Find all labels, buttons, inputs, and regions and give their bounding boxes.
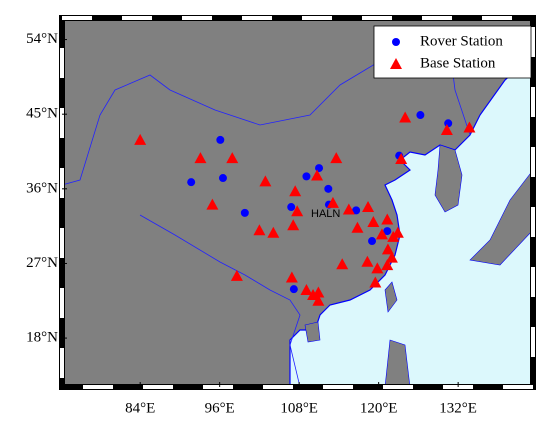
station bbox=[367, 215, 380, 227]
y-tick-label: 27°N bbox=[26, 255, 58, 271]
station bbox=[312, 294, 325, 306]
station bbox=[312, 286, 325, 298]
x-tick-label: 108°E bbox=[280, 400, 318, 416]
x-tick-label: 120°E bbox=[360, 400, 398, 416]
legend-marker bbox=[390, 58, 402, 69]
y-tick-label: 45°N bbox=[26, 106, 58, 122]
taiwan bbox=[384, 281, 398, 313]
station bbox=[300, 283, 313, 295]
y-tick-label: 36°N bbox=[26, 180, 58, 196]
station bbox=[267, 226, 280, 238]
station bbox=[416, 111, 425, 120]
station bbox=[362, 201, 375, 213]
station bbox=[336, 258, 349, 270]
station bbox=[285, 271, 298, 283]
station bbox=[324, 184, 333, 193]
station bbox=[369, 276, 382, 288]
legend-box bbox=[373, 25, 532, 79]
station bbox=[368, 237, 377, 246]
station bbox=[463, 121, 476, 133]
station bbox=[240, 208, 249, 217]
station bbox=[381, 243, 394, 255]
x-tick-label: 84°E bbox=[125, 400, 155, 416]
station bbox=[134, 133, 147, 145]
station bbox=[259, 175, 272, 187]
station bbox=[371, 262, 384, 274]
station bbox=[230, 269, 243, 281]
station bbox=[226, 152, 239, 164]
border bbox=[139, 214, 301, 388]
station bbox=[302, 172, 311, 181]
station bbox=[381, 259, 394, 271]
hainan bbox=[304, 321, 321, 343]
station bbox=[352, 206, 361, 215]
y-tick-label: 54°N bbox=[26, 31, 58, 47]
station bbox=[326, 196, 339, 208]
station bbox=[375, 228, 388, 240]
station bbox=[315, 164, 324, 173]
station bbox=[383, 227, 392, 236]
station bbox=[381, 213, 394, 225]
station bbox=[311, 169, 324, 181]
station bbox=[399, 111, 412, 123]
station bbox=[206, 198, 219, 210]
station bbox=[216, 135, 225, 144]
station bbox=[395, 152, 408, 164]
station bbox=[291, 205, 304, 217]
korea bbox=[434, 144, 463, 213]
x-tick-label: 132°E bbox=[439, 400, 477, 416]
station bbox=[330, 152, 343, 164]
station bbox=[218, 174, 227, 183]
y-tick-label: 18°N bbox=[26, 330, 58, 346]
x-tick-label: 96°E bbox=[205, 400, 235, 416]
legend-marker bbox=[392, 38, 400, 46]
station bbox=[391, 226, 404, 238]
legend-label: Rover Station bbox=[420, 33, 503, 49]
station bbox=[194, 152, 207, 164]
station bbox=[440, 123, 453, 135]
frame bbox=[59, 15, 536, 390]
station bbox=[287, 203, 296, 212]
station bbox=[385, 251, 398, 263]
station bbox=[253, 224, 266, 236]
station bbox=[187, 178, 196, 187]
station bbox=[342, 203, 355, 215]
station bbox=[289, 185, 302, 197]
station bbox=[361, 255, 374, 267]
station bbox=[351, 221, 364, 233]
station bbox=[444, 119, 453, 128]
station-label: HALN bbox=[311, 208, 340, 220]
station bbox=[287, 219, 300, 231]
legend-label: Base Station bbox=[420, 55, 496, 71]
station bbox=[289, 285, 298, 294]
